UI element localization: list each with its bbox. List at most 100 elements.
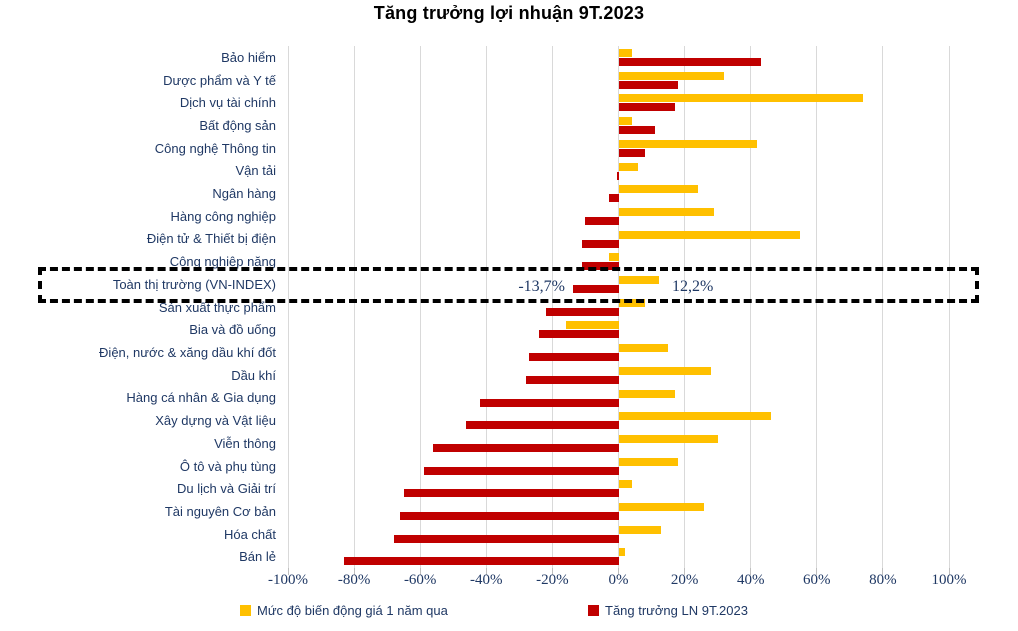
bar-price-volatility	[618, 117, 632, 126]
x-axis-tick	[287, 568, 289, 575]
bar-profit-growth	[573, 285, 619, 294]
bar-profit-growth	[616, 171, 619, 180]
category-label: Du lịch và Giải trí	[177, 481, 276, 497]
bar-profit-growth	[618, 80, 678, 89]
chart-row	[288, 160, 949, 183]
bar-price-volatility	[618, 139, 758, 148]
bar-price-volatility	[618, 185, 698, 194]
gridline	[816, 46, 818, 568]
chart-row	[288, 500, 949, 523]
x-axis-tick	[618, 568, 619, 575]
chart-row	[288, 477, 949, 500]
chart-row	[288, 69, 949, 92]
bar-price-volatility	[618, 366, 712, 375]
bar-price-volatility	[618, 298, 645, 307]
x-axis-tick	[551, 568, 553, 575]
bar-price-volatility	[618, 49, 632, 57]
bar-price-volatility	[618, 162, 639, 171]
bar-profit-growth	[545, 307, 619, 316]
bar-profit-growth	[582, 239, 619, 248]
gridlines	[287, 46, 950, 568]
x-tick-label: 80%	[869, 572, 897, 588]
bar-profit-growth	[582, 262, 619, 271]
chart-row	[288, 545, 949, 568]
chart-title: Tăng trưởng lợi nhuận 9T.2023	[373, 3, 645, 23]
chart-row	[288, 364, 949, 387]
bar-profit-growth	[344, 557, 619, 566]
bar-price-volatility	[618, 434, 718, 443]
gridline	[684, 46, 686, 568]
x-axis-tick	[485, 568, 487, 575]
x-tick-label: -20%	[536, 572, 569, 588]
category-label: Ô tô và phụ tùng	[179, 458, 276, 474]
bar-price-volatility	[618, 457, 678, 466]
x-tick-label: -40%	[470, 572, 503, 588]
chart-row	[288, 182, 949, 205]
bar-price-volatility	[618, 525, 662, 534]
category-label: Dịch vụ tài chính	[179, 95, 276, 111]
category-label: Công nghệ Thông tin	[154, 140, 276, 156]
bar-profit-growth	[585, 216, 619, 225]
bar-profit-growth	[618, 148, 645, 157]
x-tick-label: 0%	[608, 572, 629, 588]
bar-profit-growth	[479, 398, 619, 407]
category-label: Hàng cá nhân & Gia dụng	[126, 390, 276, 406]
category-label: Điện, nước & xăng dầu khí đốt	[99, 344, 276, 360]
gridline	[287, 46, 289, 568]
legend-label: Mức độ biến động giá 1 năm qua	[257, 603, 448, 618]
bar-profit-growth	[618, 126, 655, 135]
x-tick-label: -80%	[337, 572, 371, 588]
chart-row	[288, 46, 949, 69]
bar-profit-growth	[525, 375, 619, 384]
category-label: Hóa chất	[223, 526, 276, 542]
x-axis-tick	[882, 568, 884, 575]
chart-row	[288, 273, 949, 296]
gridline	[353, 46, 355, 568]
chart-row	[288, 250, 949, 273]
x-axis-tick	[684, 568, 686, 575]
bar-profit-growth	[403, 489, 619, 498]
plot-area	[287, 46, 950, 568]
vnindex-negative-value-label: -13,7%	[518, 278, 565, 295]
bar-price-volatility	[618, 230, 801, 239]
x-axis-tick	[750, 568, 752, 575]
gridline	[618, 46, 619, 568]
bar-profit-growth	[608, 194, 619, 203]
bar-price-volatility	[618, 503, 705, 512]
gridline	[551, 46, 553, 568]
x-tick-label: 60%	[803, 572, 831, 588]
x-axis-tick	[353, 568, 355, 575]
bar-rows	[288, 46, 949, 568]
category-label: Công nghiệp nặng	[169, 254, 276, 270]
chart-row	[288, 228, 949, 251]
x-axis-tick	[419, 568, 421, 575]
gridline	[419, 46, 421, 568]
bar-profit-growth	[393, 534, 619, 543]
chart-row	[288, 318, 949, 341]
category-label: Bán lẻ	[239, 549, 276, 565]
chart-row	[288, 523, 949, 546]
chart-row	[288, 205, 949, 228]
category-label: Sản xuất thực phẩm	[158, 299, 276, 315]
legend-item-profit-growth: Tăng trưởng LN 9T.2023	[588, 603, 748, 618]
legend-item-price-volatility: Mức độ biến động giá 1 năm qua	[240, 603, 448, 618]
legend-label: Tăng trưởng LN 9T.2023	[605, 603, 748, 618]
chart-row	[288, 296, 949, 319]
gridline	[485, 46, 487, 568]
x-tick-label: 100%	[931, 572, 967, 588]
gridline	[948, 46, 950, 568]
category-label: Dầu khí	[231, 367, 276, 383]
x-tick-label: -60%	[403, 572, 437, 588]
bar-price-volatility	[618, 94, 864, 103]
chart-row	[288, 341, 949, 364]
x-tick-label: -100%	[268, 572, 308, 588]
bar-profit-growth	[539, 330, 619, 339]
legend-swatch-yellow-icon	[240, 605, 251, 616]
chart-row	[288, 91, 949, 114]
x-tick-label: 40%	[736, 572, 765, 588]
category-label: Ngân hàng	[212, 186, 276, 202]
bar-price-volatility	[618, 412, 771, 421]
chart-row	[288, 114, 949, 137]
bar-profit-growth	[423, 466, 619, 475]
